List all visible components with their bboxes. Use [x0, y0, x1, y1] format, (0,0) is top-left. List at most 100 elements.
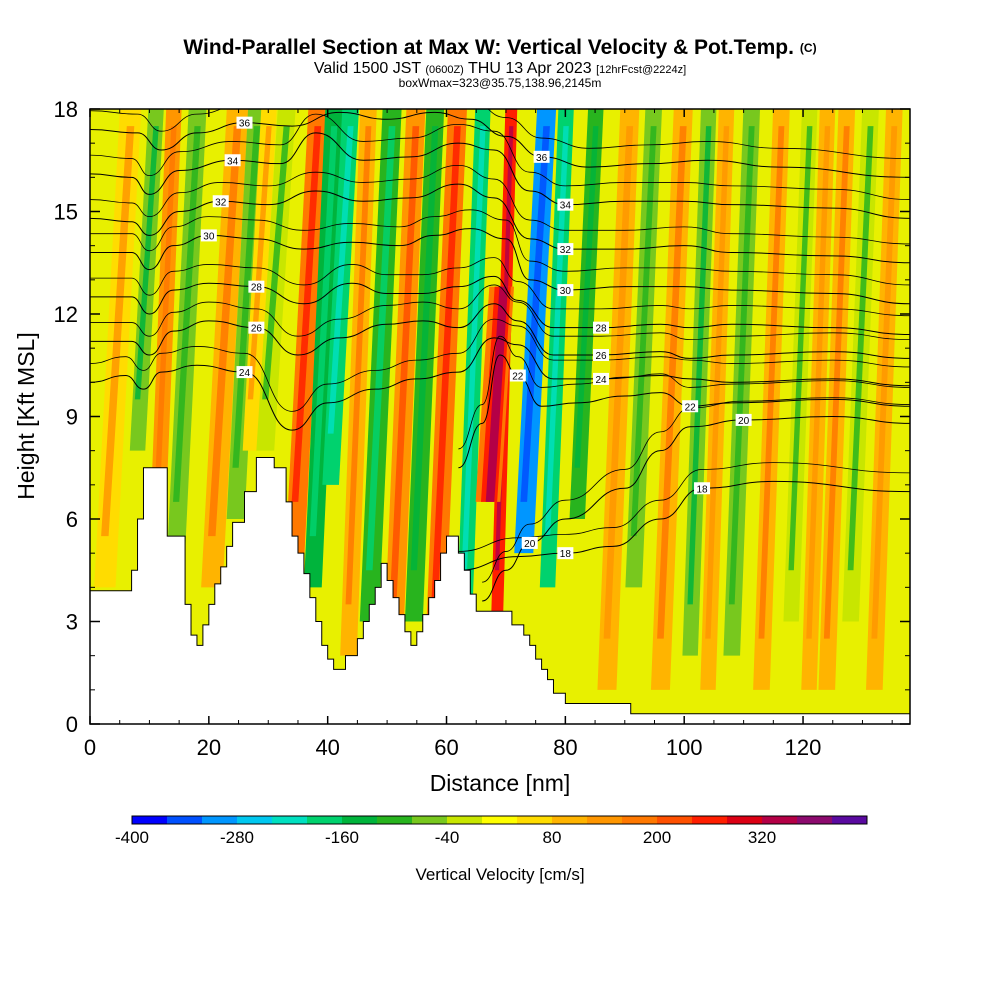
box-max-info: boxWmax=323@35.75,138.96,2145m [398, 76, 602, 90]
isentrope-label-text: 26 [251, 324, 263, 335]
colorbar-frame [131, 815, 868, 825]
isentrope-label-bg [593, 349, 610, 361]
velocity-band-core [705, 126, 730, 639]
velocity-band-core [365, 126, 396, 571]
isentrope-label-bg [248, 321, 265, 334]
colorbar-swatch [727, 816, 763, 824]
isentrope-line [90, 337, 910, 431]
isentrope-label-text: 34 [227, 156, 239, 167]
isentrope-label-text: 32 [560, 245, 572, 256]
velocity-band-core [823, 126, 850, 639]
isentrope-label: 28 [248, 280, 265, 294]
x-tick-label: 20 [197, 735, 221, 760]
terrain-mask [90, 457, 910, 724]
isentrope-label-text: 24 [239, 368, 251, 379]
velocity-band-core [544, 126, 569, 537]
colorbar-swatch [587, 816, 623, 824]
velocity-band-core [687, 126, 712, 605]
isentrope-label-text: 22 [685, 402, 697, 413]
valid-zulu: (0600Z) [425, 64, 464, 76]
colorbar-swatch [762, 816, 798, 824]
chart-title: Wind-Parallel Section at Max W: Vertical… [0, 36, 1000, 60]
isentrope-label-text: 34 [560, 201, 572, 212]
colorbar-tick-label: -280 [220, 828, 254, 847]
isentrope-label-text: 20 [738, 416, 750, 427]
colorbar-swatch [447, 816, 483, 824]
isentrope-label-bg [236, 116, 253, 129]
isentrope-label-bg [557, 547, 574, 560]
isentrope-label: 18 [557, 547, 574, 560]
y-tick-label: 0 [66, 712, 78, 737]
velocity-band-core [806, 126, 831, 639]
isentrope-line [458, 354, 910, 469]
isentrope-label-text: 32 [215, 197, 227, 208]
isentrope-label: 20 [735, 413, 752, 427]
isentrope-label-bg [593, 372, 610, 385]
isentrope-line [482, 397, 910, 583]
isentrope-line [90, 109, 910, 159]
valid-time: Valid 1500 JST [313, 60, 421, 77]
colorbar-tick-label: 200 [643, 828, 671, 847]
isentrope-line [90, 111, 910, 178]
isentrope-label: 18 [694, 482, 711, 495]
x-tick-label: 120 [785, 735, 822, 760]
isentrope-label: 22 [509, 369, 526, 383]
isentrope-label-bg [521, 536, 538, 549]
isentrope-label-bg [509, 369, 526, 382]
colorbar-tick-label: -400 [115, 828, 149, 847]
isentrope-label-text: 18 [696, 484, 708, 495]
isentrope-line [90, 284, 910, 341]
colorbar-swatch [307, 816, 343, 824]
velocity-band-core [574, 126, 599, 468]
velocity-band-core [431, 126, 461, 605]
isentrope-label-text: 30 [560, 286, 572, 297]
colorbar-swatch [657, 816, 693, 824]
velocity-field [94, 109, 903, 690]
isentrope-label: 32 [557, 243, 574, 256]
colorbar-label: Vertical Velocity [cm/s] [415, 865, 584, 884]
isentrope-label: 24 [593, 372, 610, 386]
isentrope-label-text: 26 [595, 351, 607, 362]
colorbar: -400 -280 -160 -40 80 200 320 [115, 815, 868, 847]
velocity-band-core [291, 126, 322, 502]
isentrope-label-text: 36 [239, 119, 251, 130]
y-tick-label: 9 [66, 405, 78, 430]
x-tick-label: 100 [666, 735, 703, 760]
isentrope-line [90, 257, 910, 317]
velocity-band-core [461, 126, 486, 571]
velocity-band-core [871, 126, 898, 639]
y-tick-label: 15 [54, 200, 78, 225]
isentrope-line [90, 183, 910, 264]
isentrope-label: 22 [682, 400, 699, 413]
colorbar-swatch [622, 816, 658, 824]
isentrope-line [90, 303, 910, 359]
y-tick-label: 3 [66, 610, 78, 635]
isentrope-label: 30 [557, 284, 574, 297]
velocity-band-core [657, 126, 687, 639]
colorbar-tick-label: 320 [748, 828, 776, 847]
colorbar-swatch [272, 816, 308, 824]
colorbar-tick-label: 80 [543, 828, 562, 847]
colorbar-swatch [692, 816, 728, 824]
isentrope-label-bg [735, 413, 752, 426]
isentrope-label-bg [200, 229, 217, 242]
colorbar-swatch [342, 816, 378, 824]
velocity-band-core [847, 126, 874, 571]
isentrope-label: 28 [593, 321, 610, 335]
isentrope-label-bg [224, 154, 241, 167]
velocity-band-core [262, 126, 290, 400]
isentrope-labels: 18 18 20 20 22 22 24 24 26 26 28 28 30 30 32 32 34 34 36 36 [200, 116, 752, 560]
isentrope-line [90, 275, 910, 335]
forecast-run: [12hrFcst@2224z] [596, 64, 687, 76]
x-tick-label: 80 [553, 735, 577, 760]
isentrope-line [90, 318, 910, 412]
isentrope-label: 24 [236, 366, 253, 379]
isentrope-label-text: 20 [524, 539, 536, 550]
colorbar-swatch [202, 816, 238, 824]
colorbar-swatch [412, 816, 448, 824]
isentrope-label-bg [212, 195, 229, 208]
isentrope-label-text: 24 [595, 375, 607, 386]
isentrope-label: 32 [212, 195, 229, 208]
isentropes [90, 109, 910, 602]
